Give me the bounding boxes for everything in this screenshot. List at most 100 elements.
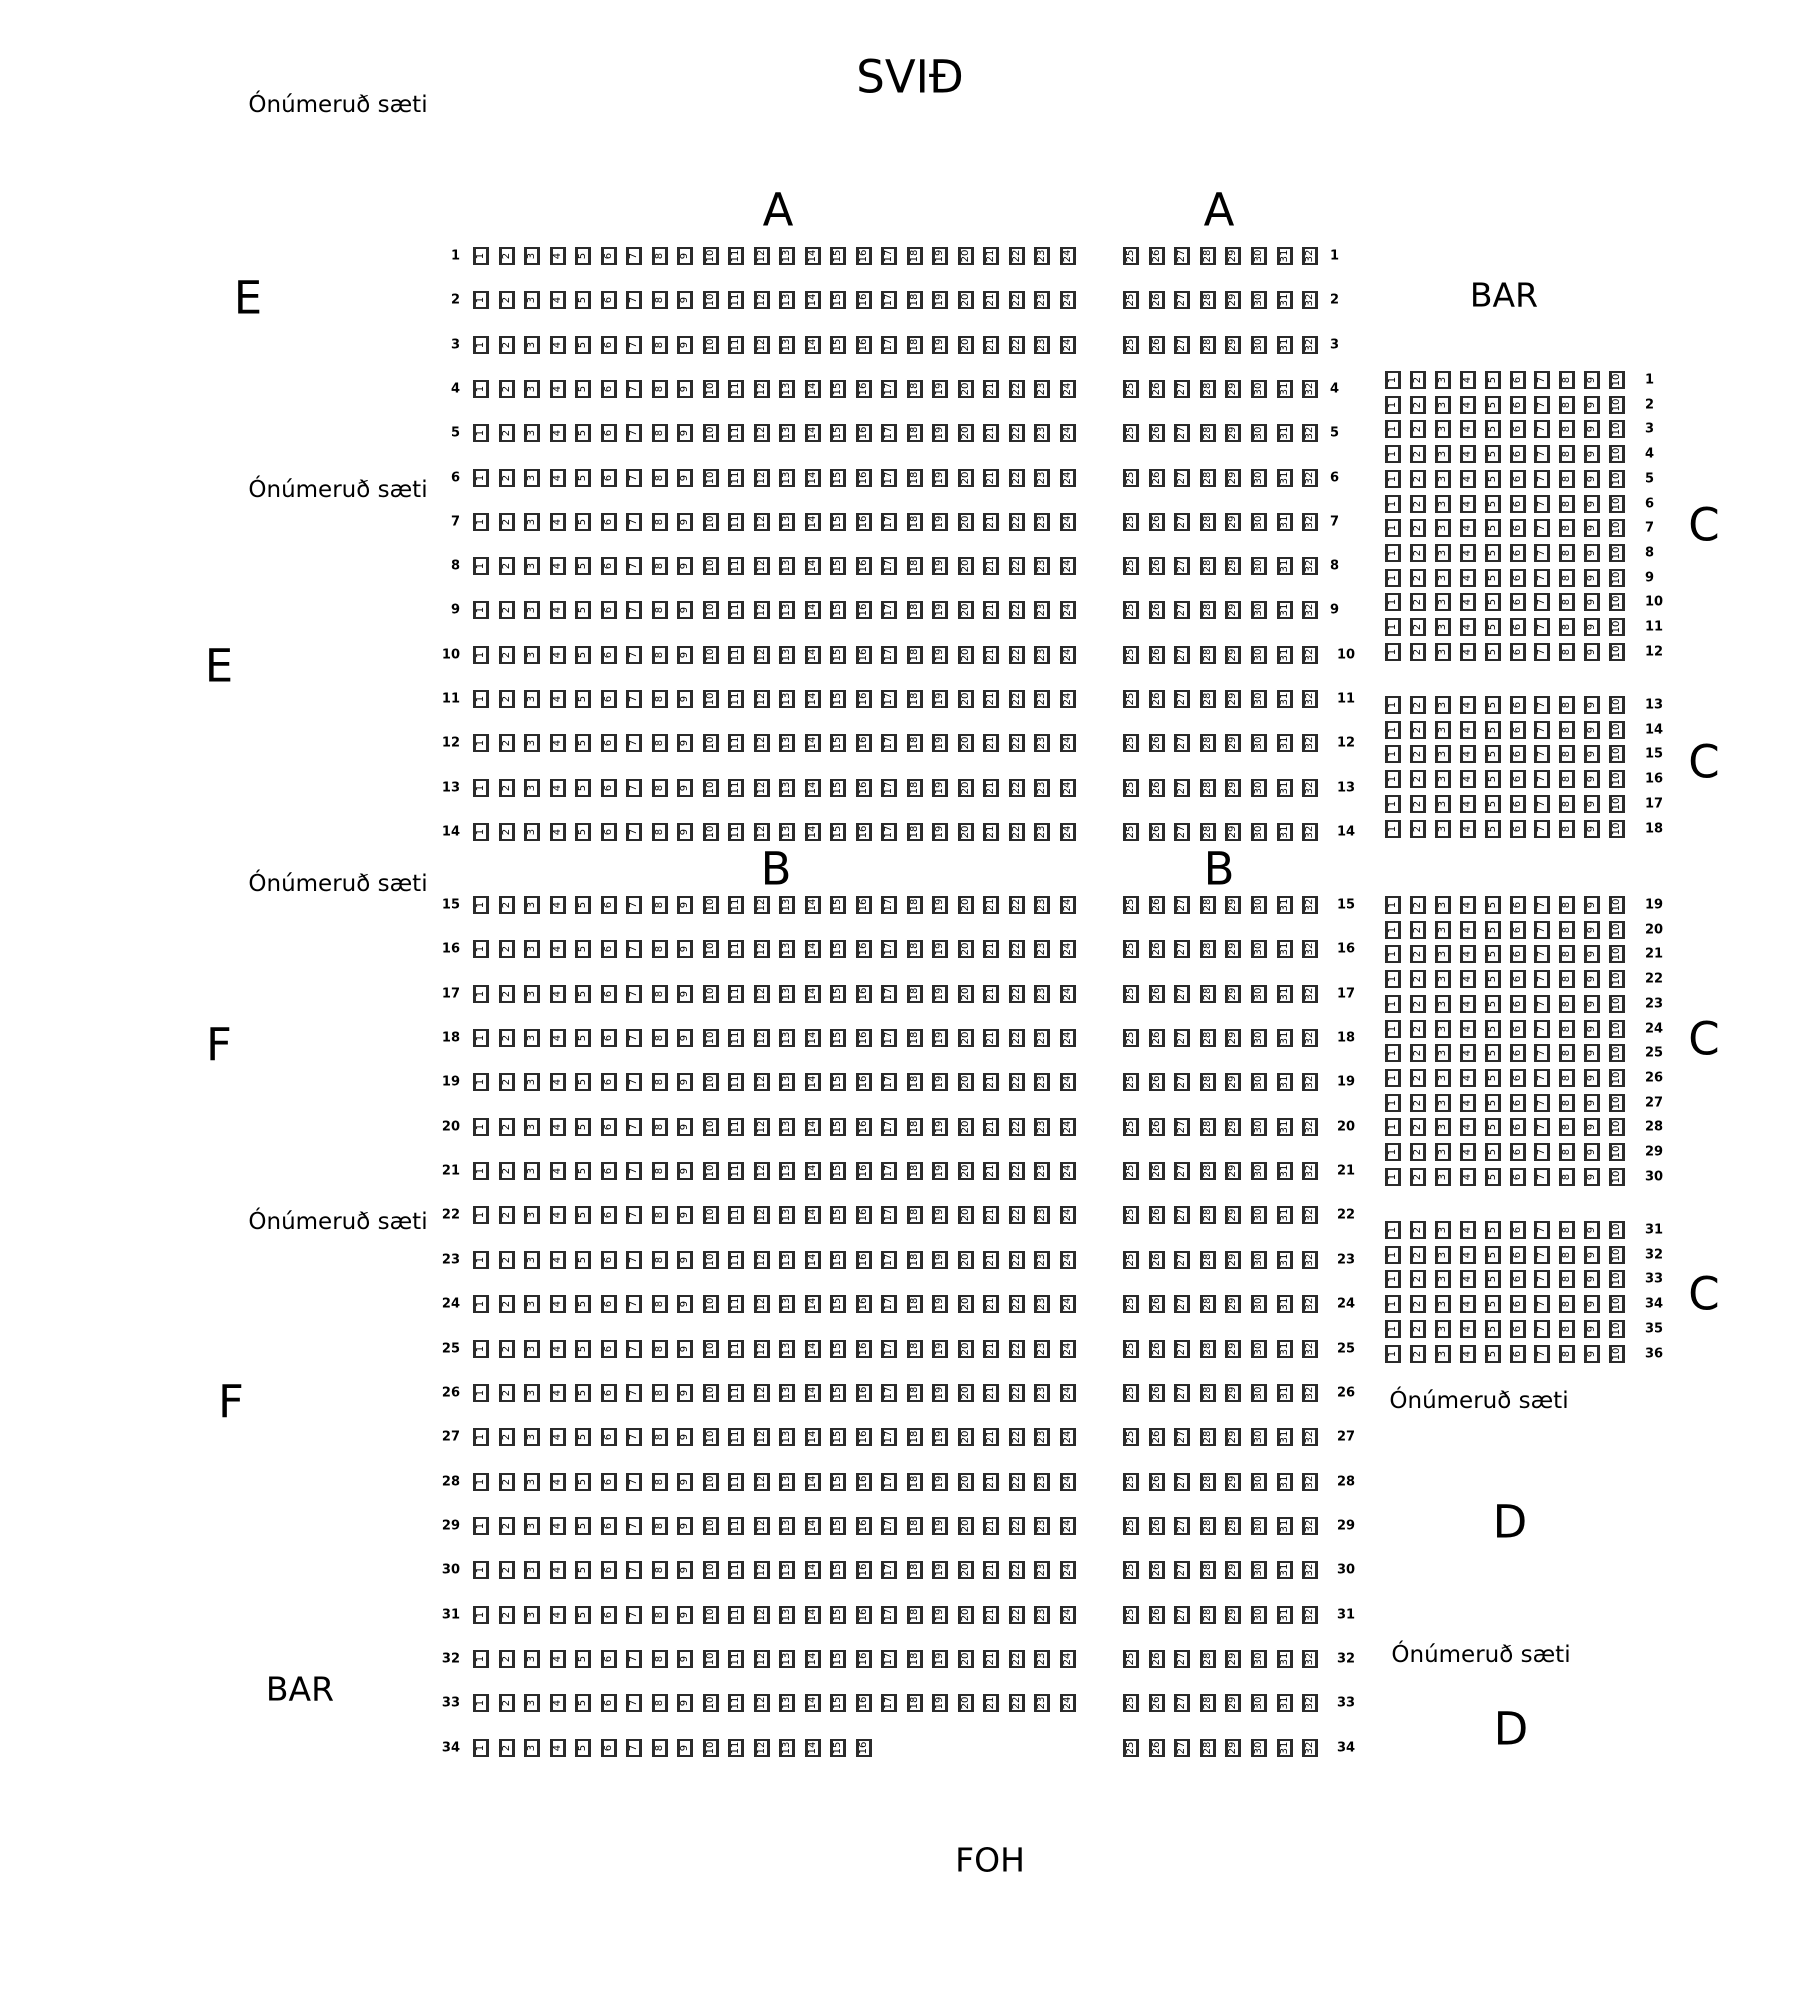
seat[interactable]: 1 — [473, 984, 489, 1003]
seat[interactable]: 4 — [549, 1428, 566, 1447]
seat[interactable]: 3 — [524, 1561, 540, 1580]
seat[interactable]: 27 — [1174, 1117, 1191, 1136]
seat[interactable]: 26 — [1148, 1162, 1165, 1181]
seat[interactable]: 10 — [1609, 642, 1626, 661]
seat[interactable]: 20 — [957, 1605, 974, 1624]
seat[interactable]: 3 — [524, 896, 540, 914]
seat[interactable]: 18 — [906, 1162, 923, 1181]
seat[interactable]: 24 — [1059, 896, 1076, 914]
seat[interactable]: 24 — [1059, 335, 1076, 354]
seat[interactable]: 3 — [1434, 920, 1451, 939]
seat[interactable]: 28 — [1199, 379, 1216, 398]
seat[interactable]: 1 — [473, 645, 489, 664]
seat[interactable]: 6 — [600, 984, 617, 1003]
seat[interactable]: 3 — [1434, 1270, 1451, 1289]
seat[interactable]: 29 — [1225, 940, 1242, 959]
seat[interactable]: 25 — [1123, 247, 1139, 265]
seat[interactable]: 5 — [575, 1339, 591, 1358]
seat[interactable]: 5 — [1484, 519, 1501, 538]
seat[interactable]: 11 — [728, 645, 744, 664]
seat[interactable]: 10 — [702, 645, 719, 664]
seat[interactable]: 5 — [1484, 618, 1501, 636]
seat[interactable]: 15 — [830, 896, 846, 914]
seat[interactable]: 26 — [1148, 940, 1165, 959]
seat[interactable]: 28 — [1199, 1649, 1216, 1668]
seat[interactable]: 22 — [1008, 1206, 1025, 1225]
seat[interactable]: 10 — [702, 379, 719, 398]
seat[interactable]: 20 — [957, 1295, 974, 1314]
seat[interactable]: 26 — [1148, 335, 1165, 354]
seat[interactable]: 20 — [957, 1206, 974, 1225]
seat[interactable]: 23 — [1034, 984, 1050, 1003]
seat[interactable]: 10 — [1609, 371, 1626, 389]
seat[interactable]: 10 — [702, 601, 719, 620]
seat[interactable]: 26 — [1148, 1428, 1165, 1447]
seat[interactable]: 9 — [677, 335, 693, 354]
seat[interactable]: 29 — [1225, 896, 1242, 914]
seat[interactable]: 31 — [1276, 734, 1293, 753]
seat[interactable]: 8 — [1559, 794, 1576, 813]
seat[interactable]: 7 — [1534, 1270, 1551, 1289]
seat[interactable]: 16 — [855, 424, 872, 443]
seat[interactable]: 6 — [1509, 395, 1526, 414]
seat[interactable]: 4 — [549, 1206, 566, 1225]
seat[interactable]: 6 — [600, 512, 617, 531]
seat[interactable]: 3 — [524, 1605, 540, 1624]
seat[interactable]: 1 — [1385, 770, 1401, 789]
seat[interactable]: 11 — [728, 291, 744, 310]
seat[interactable]: 29 — [1225, 734, 1242, 753]
seat[interactable]: 2 — [498, 984, 515, 1003]
seat[interactable]: 24 — [1059, 822, 1076, 841]
seat[interactable]: 23 — [1034, 1162, 1050, 1181]
seat[interactable]: 11 — [728, 512, 744, 531]
seat[interactable]: 10 — [1609, 445, 1626, 464]
seat[interactable]: 2 — [1409, 794, 1426, 813]
seat[interactable]: 6 — [1509, 970, 1526, 989]
seat[interactable]: 20 — [957, 734, 974, 753]
seat[interactable]: 1 — [473, 1250, 489, 1269]
seat[interactable]: 16 — [855, 1561, 872, 1580]
seat[interactable]: 21 — [983, 247, 999, 265]
seat[interactable]: 20 — [957, 335, 974, 354]
seat[interactable]: 23 — [1034, 896, 1050, 914]
seat[interactable]: 31 — [1276, 690, 1293, 708]
seat[interactable]: 22 — [1008, 291, 1025, 310]
seat[interactable]: 5 — [575, 1162, 591, 1181]
seat[interactable]: 7 — [1534, 543, 1551, 562]
seat[interactable]: 9 — [677, 1029, 693, 1048]
seat[interactable]: 7 — [626, 1428, 642, 1447]
seat[interactable]: 17 — [881, 1516, 897, 1535]
seat[interactable]: 1 — [473, 247, 489, 265]
seat[interactable]: 4 — [549, 1561, 566, 1580]
seat[interactable]: 15 — [830, 557, 846, 576]
seat[interactable]: 17 — [881, 1339, 897, 1358]
seat[interactable]: 25 — [1123, 1250, 1139, 1269]
seat[interactable]: 30 — [1251, 1605, 1267, 1624]
seat[interactable]: 15 — [830, 247, 846, 265]
seat[interactable]: 30 — [1251, 1295, 1267, 1314]
seat[interactable]: 21 — [983, 468, 999, 487]
seat[interactable]: 25 — [1123, 1428, 1139, 1447]
seat[interactable]: 23 — [1034, 1295, 1050, 1314]
seat[interactable]: 3 — [1434, 994, 1451, 1013]
seat[interactable]: 5 — [575, 1694, 591, 1713]
seat[interactable]: 3 — [524, 1649, 540, 1668]
seat[interactable]: 19 — [932, 1516, 948, 1535]
seat[interactable]: 23 — [1034, 557, 1050, 576]
seat[interactable]: 31 — [1276, 1117, 1293, 1136]
seat[interactable]: 6 — [1509, 1167, 1526, 1186]
seat[interactable]: 23 — [1034, 247, 1050, 265]
seat[interactable]: 5 — [1484, 543, 1501, 562]
seat[interactable]: 10 — [1609, 593, 1626, 612]
seat[interactable]: 27 — [1174, 1295, 1191, 1314]
seat[interactable]: 5 — [1484, 745, 1501, 764]
seat[interactable]: 22 — [1008, 1649, 1025, 1668]
seat[interactable]: 21 — [983, 1428, 999, 1447]
seat[interactable]: 11 — [728, 1649, 744, 1668]
seat[interactable]: 8 — [1559, 1221, 1576, 1239]
seat[interactable]: 20 — [957, 512, 974, 531]
seat[interactable]: 6 — [600, 1206, 617, 1225]
seat[interactable]: 18 — [906, 690, 923, 708]
seat[interactable]: 5 — [1484, 1344, 1501, 1363]
seat[interactable]: 3 — [1434, 1295, 1451, 1314]
